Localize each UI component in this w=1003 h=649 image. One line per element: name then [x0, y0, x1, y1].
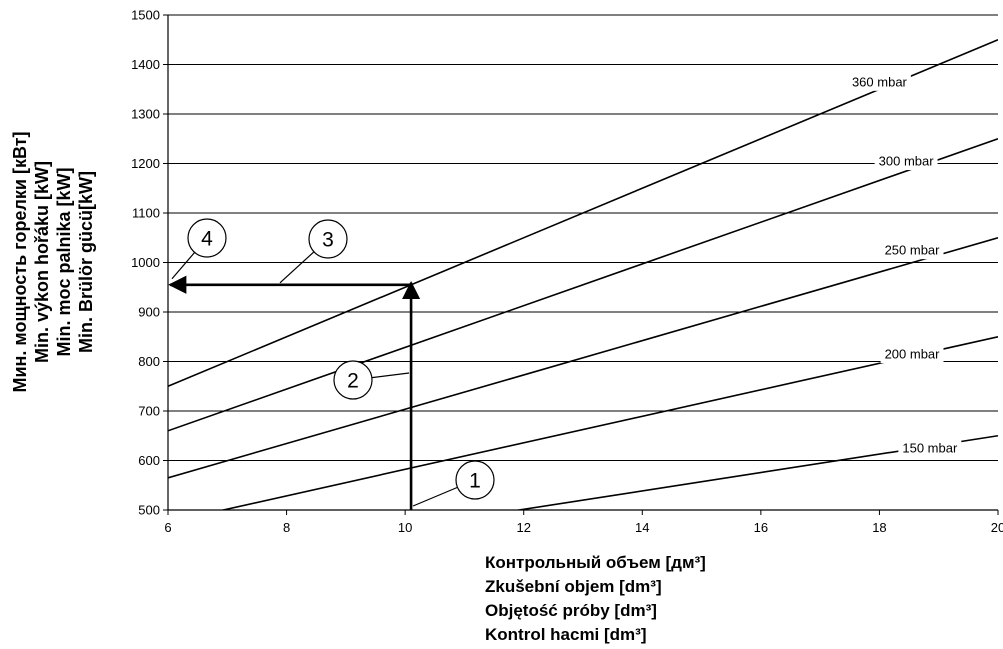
x-axis-title-line: Контрольный объем [дм³] [485, 553, 706, 572]
y-tick-label: 500 [138, 503, 160, 518]
series-line [168, 39, 998, 387]
y-tick-label: 700 [138, 404, 160, 419]
y-tick-label: 1200 [131, 156, 160, 171]
series-label: 300 mbar [879, 154, 935, 169]
y-axis-title-line: Мин. мощность горелки [кВт] [10, 131, 30, 392]
axes: 500 600 700 800 900 1000 1100 1200 1300 1400 1500 6… [131, 8, 1003, 536]
axis-titles: Мин. мощность горелки [кВт] Min. výkon ho… [10, 131, 706, 644]
x-tick-label: 6 [164, 520, 171, 535]
callout-number: 1 [469, 470, 481, 493]
series-label-bg [874, 153, 938, 171]
y-tick-label: 1300 [131, 107, 160, 122]
x-tick-label: 14 [635, 520, 649, 535]
callout-circle [308, 219, 348, 259]
y-tick-label: 600 [138, 453, 160, 468]
x-tick-label: 8 [283, 520, 290, 535]
series-label: 250 mbar [885, 243, 941, 258]
series-label: 200 mbar [885, 347, 941, 362]
series-label: 150 mbar [902, 441, 958, 456]
x-axis-title-line: Zkušební objem [dm³] [485, 577, 662, 596]
series-label-bg [847, 73, 911, 91]
y-tick-label: 1400 [131, 57, 160, 72]
y-axis-title-line: Min. Brülör gücü[kW] [76, 171, 96, 353]
series-lines: 360 mbar 300 mbar 250 mbar 200 mbar 150 mbar [168, 39, 998, 510]
x-axis-title-line: Objętość próby [dm³] [485, 601, 657, 620]
y-tick-label: 800 [138, 354, 160, 369]
series-line [168, 236, 998, 479]
callouts: 1 2 3 4 [171, 218, 495, 507]
series-label-bg [880, 346, 944, 364]
series-label-bg [880, 242, 944, 260]
x-tick-label: 18 [872, 520, 886, 535]
x-tick-label: 20 [991, 520, 1003, 535]
y-tick-label: 1000 [131, 255, 160, 270]
callout-number: 4 [201, 228, 213, 251]
x-tick-label: 12 [516, 520, 530, 535]
callout-circle [455, 460, 495, 500]
x-axis-title-line: Kontrol hacmi [dm³] [485, 625, 647, 644]
series-label: 360 mbar [852, 74, 908, 89]
y-tick-label: 900 [138, 305, 160, 320]
y-axis-title-line: Min. výkon hořáku [kW] [32, 161, 52, 363]
reading-arrows [168, 275, 421, 510]
x-tick-label: 16 [754, 520, 768, 535]
x-tick-label: 10 [398, 520, 412, 535]
grid-lines [168, 14, 998, 511]
callout-number: 2 [347, 370, 359, 393]
series-line [168, 137, 998, 432]
callout-circle [187, 218, 227, 258]
series-line [219, 335, 998, 510]
y-axis-title-line: Min. moc palnika [kW] [54, 167, 74, 356]
series-line [513, 434, 998, 510]
series-label-bg [898, 440, 962, 458]
callout-number: 3 [322, 229, 334, 252]
callout-circle [333, 360, 373, 400]
y-tick-label: 1500 [131, 8, 160, 23]
y-tick-label: 1100 [132, 206, 160, 221]
